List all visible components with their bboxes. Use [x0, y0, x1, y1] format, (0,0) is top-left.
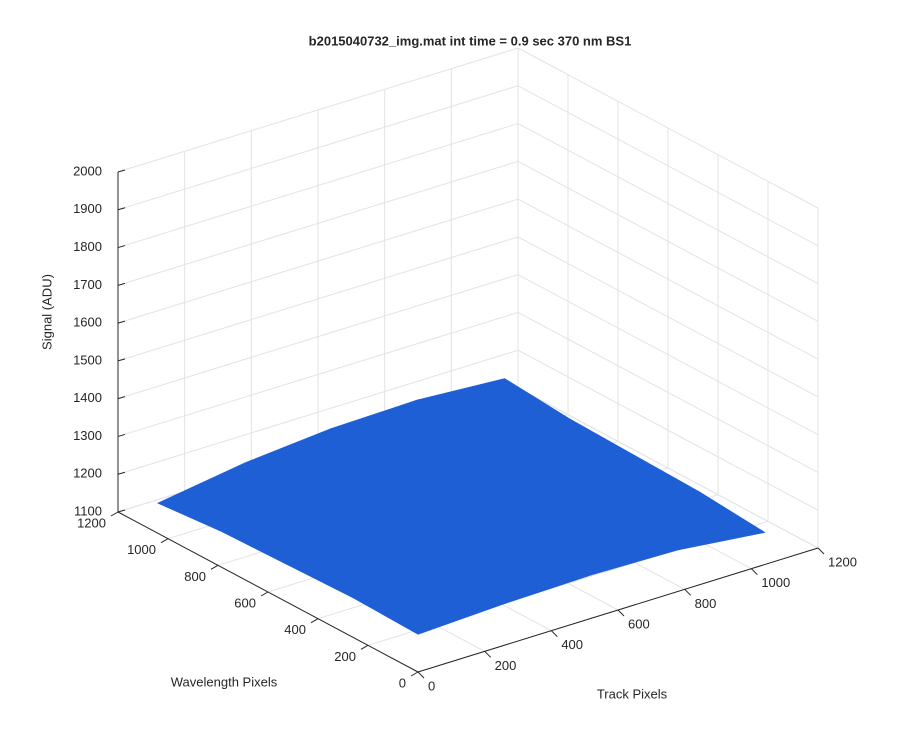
- grid-line: [117, 349, 519, 475]
- grid-line: [517, 85, 819, 247]
- y-tick-label: 800: [184, 569, 206, 584]
- grid-line: [517, 123, 819, 284]
- y-tick: [160, 538, 169, 544]
- x-tick: [684, 588, 692, 596]
- y-tick: [110, 511, 119, 517]
- z-tick: [117, 433, 126, 437]
- x-tick: [550, 630, 558, 638]
- x-tick: [617, 609, 625, 617]
- y-tick: [360, 644, 369, 650]
- y-tick-label: 1000: [127, 542, 156, 557]
- x-tick: [817, 547, 825, 555]
- grid-line: [517, 47, 819, 209]
- z-tick-label: 2000: [73, 163, 102, 178]
- grid-line: [517, 236, 819, 398]
- y-tick: [210, 564, 219, 570]
- z-tick-label: 1200: [73, 466, 102, 481]
- x-tick: [417, 671, 425, 679]
- z-tick: [117, 245, 126, 249]
- y-tick-label: 400: [284, 622, 306, 637]
- grid-line: [117, 311, 519, 437]
- x-tick: [484, 650, 492, 658]
- x-tick-label: 600: [628, 616, 650, 631]
- y-tick-label: 200: [334, 649, 356, 664]
- x-tick-label: 800: [695, 596, 717, 611]
- grid-line: [517, 349, 819, 511]
- z-tick: [117, 207, 126, 211]
- grid-line: [117, 274, 519, 400]
- z-tick-label: 1600: [73, 315, 102, 330]
- grid-line: [117, 123, 519, 249]
- y-tick: [310, 618, 319, 624]
- z-tick-label: 1700: [73, 277, 102, 292]
- z-tick-label: 1800: [73, 239, 102, 254]
- chart-title: b2015040732_img.mat int time = 0.9 sec 3…: [309, 33, 632, 48]
- z-tick: [117, 509, 126, 513]
- x-axis-label: Track Pixels: [597, 686, 668, 701]
- x-tick-label: 1000: [761, 575, 790, 590]
- z-tick: [117, 282, 126, 286]
- x-tick-label: 200: [495, 658, 517, 673]
- grid-line: [517, 387, 819, 549]
- z-tick-label: 1300: [73, 428, 102, 443]
- y-tick-label: 1200: [77, 515, 106, 530]
- y-axis-label: Wavelength Pixels: [171, 674, 278, 689]
- x-tick-label: 1200: [828, 554, 857, 569]
- grid-line: [117, 47, 519, 173]
- x-tick: [750, 568, 758, 576]
- grid-line: [117, 160, 519, 286]
- grid-line: [117, 236, 519, 362]
- z-tick: [117, 358, 126, 362]
- y-tick-label: 600: [234, 595, 256, 610]
- grid-line: [517, 198, 819, 360]
- z-tick-label: 1100: [74, 503, 102, 518]
- z-tick-label: 1400: [73, 390, 102, 405]
- grid-line: [517, 274, 819, 436]
- grid-line: [117, 85, 519, 211]
- x-tick-label: 0: [428, 678, 435, 693]
- z-axis-label: Signal (ADU): [39, 274, 54, 350]
- surface-patch: [352, 562, 506, 635]
- z-tick: [117, 169, 126, 173]
- grid-line: [517, 160, 819, 322]
- grid-line: [517, 312, 819, 473]
- y-tick: [260, 591, 269, 597]
- y-tick-label: 0: [399, 675, 406, 690]
- z-tick-label: 1900: [73, 201, 102, 216]
- z-tick: [117, 396, 126, 400]
- y-tick: [410, 671, 419, 677]
- x-tick-label: 400: [561, 637, 583, 652]
- z-tick: [117, 320, 126, 324]
- grid-line: [117, 198, 519, 324]
- z-tick: [117, 471, 126, 475]
- z-tick-label: 1500: [73, 352, 102, 367]
